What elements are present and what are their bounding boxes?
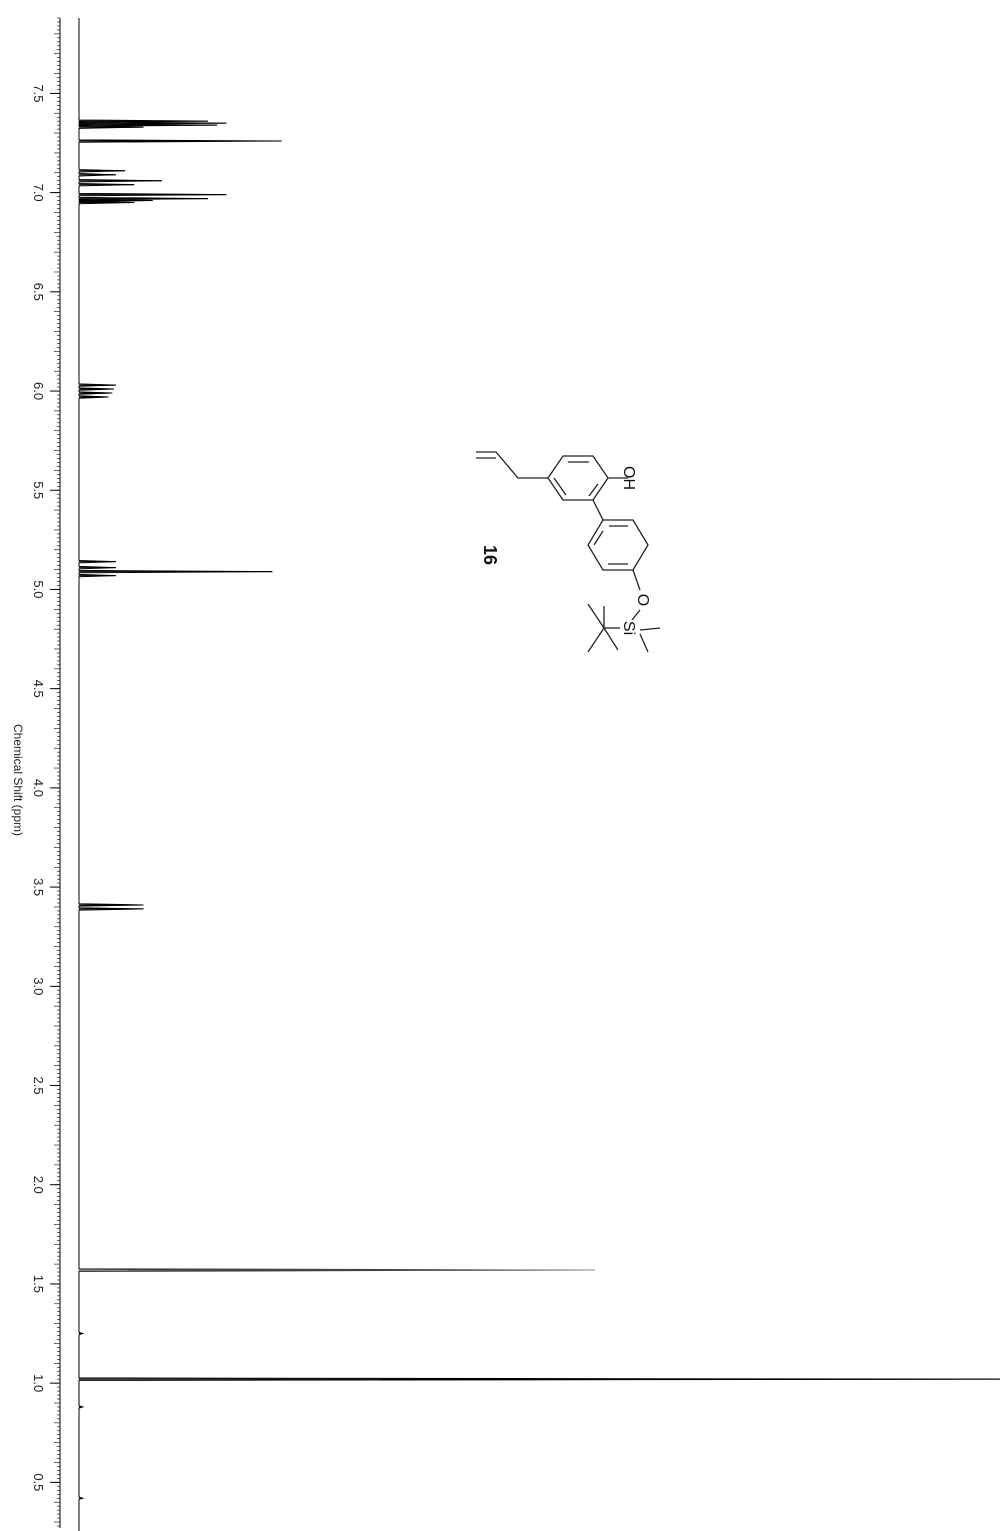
x-axis: 7.5 7.0 6.5 6.0 5.5 5.0 4.5 4.0 3.5 3.0 2.5 2.0 1.5 1…: [31, 17, 61, 1528]
phenol-ring-inner-bond: [588, 483, 599, 497]
tbutyl-bond: [603, 627, 619, 651]
allyl-chain: [476, 451, 548, 479]
tick-label: 0.5: [31, 1473, 46, 1491]
silicon-label: Si: [620, 621, 637, 635]
tick-label: 4.0: [31, 779, 46, 797]
x-axis-title: Chemical Shift (ppm): [11, 724, 25, 836]
phenol-ring-inner-bond: [553, 477, 567, 496]
tick-label: 5.5: [31, 481, 46, 499]
tick-label: 3.5: [31, 878, 46, 896]
tick-label: 5.0: [31, 580, 46, 598]
aryl-ring: [587, 519, 649, 571]
tick-label: 2.0: [31, 1176, 46, 1194]
aryl-ring-inner-bond: [593, 530, 604, 546]
tick-label: 7.5: [31, 84, 46, 102]
peak-group: [79, 120, 1000, 1499]
tbutyl-bond: [587, 603, 605, 629]
tick-label: 7.0: [31, 184, 46, 202]
oxygen-silicon-bond: [631, 609, 641, 621]
tick-label: 1.5: [31, 1275, 46, 1293]
tick-label: 1.0: [31, 1374, 46, 1392]
oxygen-label: O: [634, 594, 651, 606]
silicon-methyl-bond: [639, 633, 649, 653]
chemical-structure: [476, 451, 661, 653]
hydroxyl-label: OH: [620, 466, 637, 490]
biaryl-bond: [592, 499, 604, 521]
silicon-methyl-bond: [639, 627, 661, 631]
tick-label: 6.0: [31, 382, 46, 400]
aryl-oxygen-bond: [632, 569, 641, 591]
compound-number: 16: [480, 545, 500, 565]
tick-label: 2.5: [31, 1076, 46, 1094]
tbutyl-bond: [587, 627, 605, 653]
tick-label: 3.0: [31, 977, 46, 995]
spectrum-trace: [78, 18, 1000, 1531]
tick-label: 4.5: [31, 680, 46, 698]
tick-label: 6.5: [31, 283, 46, 301]
